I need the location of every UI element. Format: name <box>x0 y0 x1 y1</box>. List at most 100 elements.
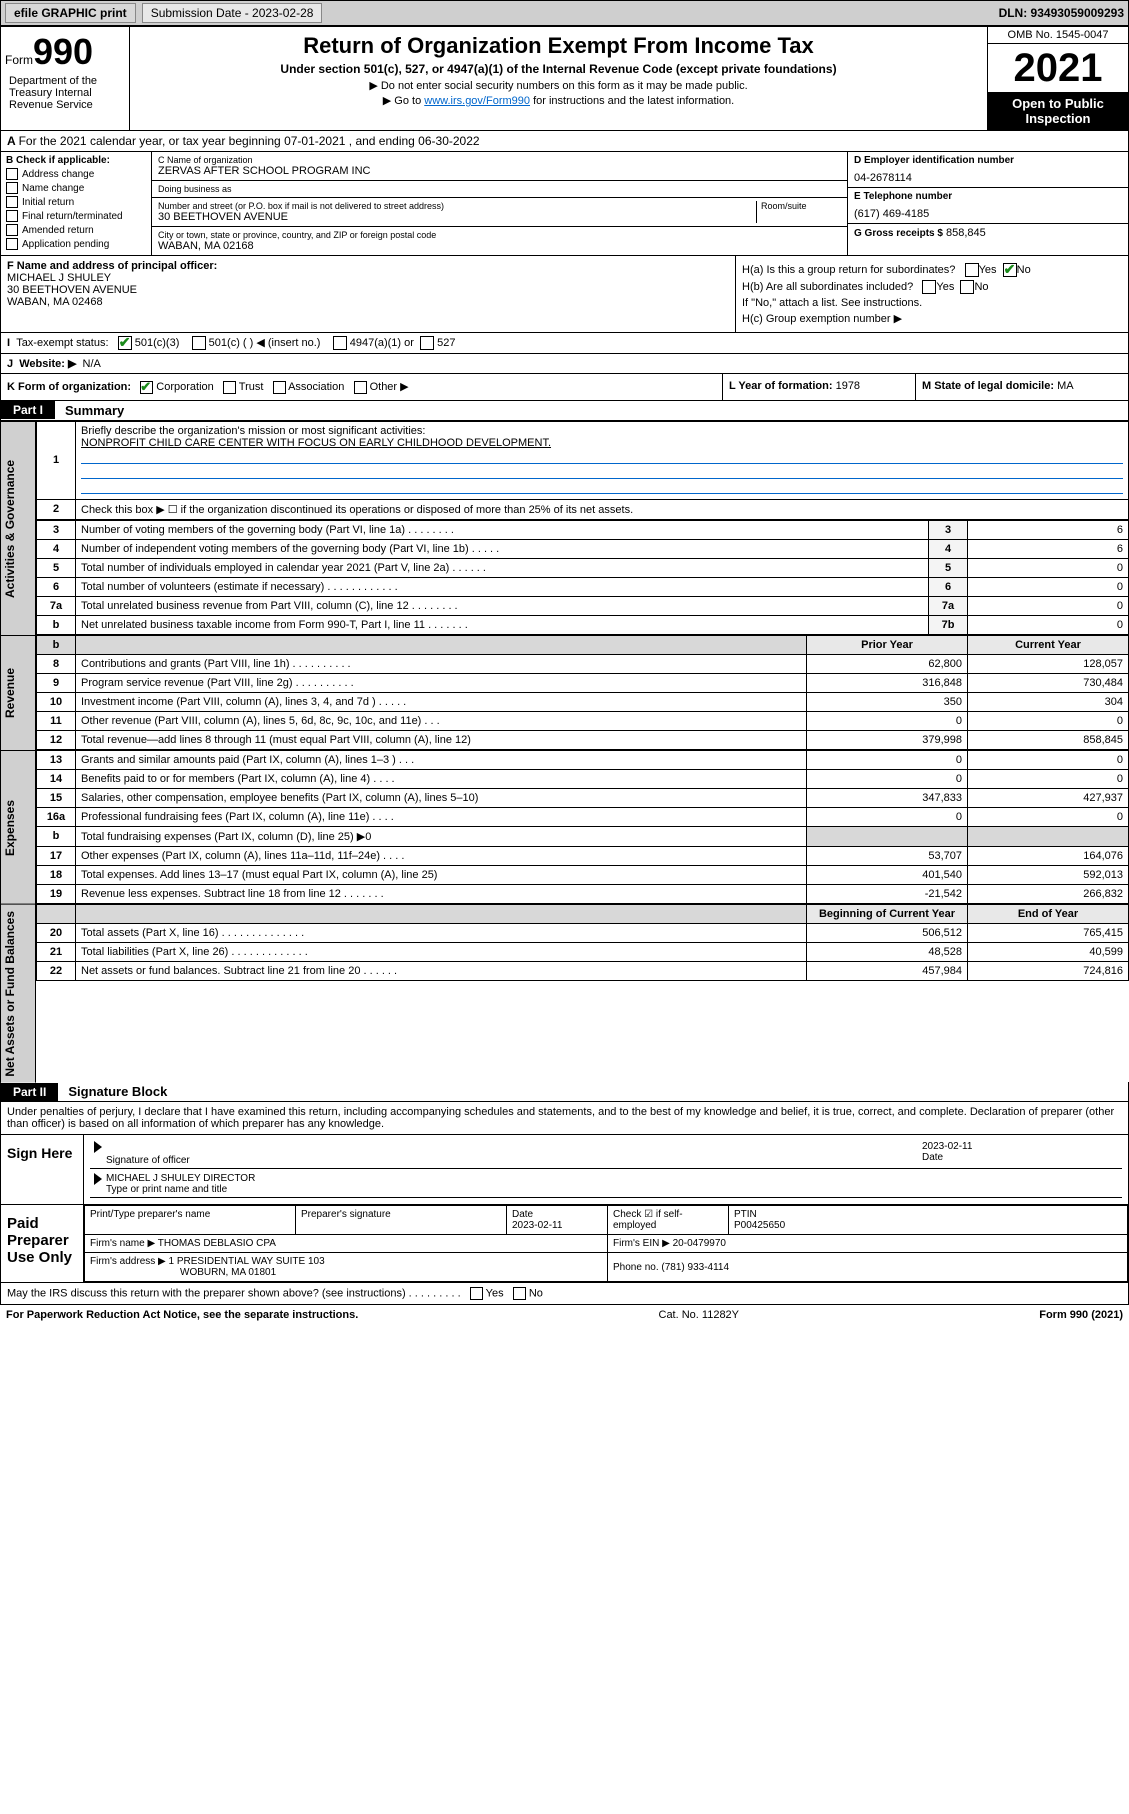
arrow-icon <box>94 1141 102 1153</box>
omb-number: OMB No. 1545-0047 <box>988 27 1128 44</box>
lbl-other: Other ▶ <box>370 381 409 393</box>
cb-app-pending[interactable] <box>6 238 18 250</box>
expense-row: 13Grants and similar amounts paid (Part … <box>37 750 1129 769</box>
netasset-row: 20Total assets (Part X, line 16) . . . .… <box>37 923 1129 942</box>
hdr-curr: Current Year <box>968 635 1129 654</box>
officer-city: WABAN, MA 02468 <box>7 296 729 308</box>
vlabel-expenses: Expenses <box>0 750 36 904</box>
tax-year: 2021 <box>988 44 1128 92</box>
year-box: OMB No. 1545-0047 2021 Open to Public In… <box>987 27 1128 130</box>
part2-header: Part II Signature Block <box>0 1082 1129 1102</box>
section-fh: F Name and address of principal officer:… <box>0 256 1129 333</box>
form-label: Form <box>5 53 33 67</box>
cb-501c3[interactable] <box>118 336 132 350</box>
discuss-text: May the IRS discuss this return with the… <box>7 1288 461 1300</box>
part2-title: Signature Block <box>58 1082 177 1101</box>
part1-title: Summary <box>55 401 134 420</box>
vlabel-revenue: Revenue <box>0 635 36 750</box>
lbl-527: 527 <box>437 337 455 349</box>
discuss-yes[interactable] <box>470 1287 483 1300</box>
discuss-no[interactable] <box>513 1287 526 1300</box>
instructions-link[interactable]: www.irs.gov/Form990 <box>424 95 530 107</box>
cb-amended[interactable] <box>6 224 18 236</box>
prep-sig-lbl: Preparer's signature <box>301 1209 501 1220</box>
cb-trust[interactable] <box>223 381 236 394</box>
org-name: ZERVAS AFTER SCHOOL PROGRAM INC <box>158 165 841 177</box>
line-a: A For the 2021 calendar year, or tax yea… <box>0 131 1129 152</box>
preparer-table: Print/Type preparer's name Preparer's si… <box>84 1205 1128 1282</box>
phone-label: E Telephone number <box>854 191 1122 202</box>
f-label: F Name and address of principal officer: <box>7 260 729 272</box>
expense-row: 16aProfessional fundraising fees (Part I… <box>37 807 1129 826</box>
room-label: Room/suite <box>761 201 841 211</box>
ha-no[interactable] <box>1003 263 1017 277</box>
summary-row: 6Total number of volunteers (estimate if… <box>37 577 1129 596</box>
ein-value: 04-2678114 <box>854 166 1122 184</box>
l2-text: Check this box ▶ ☐ if the organization d… <box>76 499 1129 519</box>
b-title: B Check if applicable: <box>6 155 146 166</box>
expense-row: 14Benefits paid to or for members (Part … <box>37 769 1129 788</box>
expenses-section: Expenses 13Grants and similar amounts pa… <box>0 750 1129 904</box>
hb-no-lbl: No <box>974 281 988 293</box>
gross-value: 858,845 <box>946 227 986 239</box>
footer-cat: Cat. No. 11282Y <box>358 1309 1039 1321</box>
cb-address-change[interactable] <box>6 168 18 180</box>
sig-officer-lbl: Signature of officer <box>106 1155 922 1166</box>
dln: DLN: 93493059009293 <box>999 6 1124 20</box>
col-b: B Check if applicable: Address change Na… <box>1 152 152 255</box>
summary-row: 4Number of independent voting members of… <box>37 539 1129 558</box>
cb-527[interactable] <box>420 336 434 350</box>
hdr-end: End of Year <box>968 904 1129 923</box>
hb-yes[interactable] <box>922 280 936 294</box>
cb-4947[interactable] <box>333 336 347 350</box>
goto-suffix: for instructions and the latest informat… <box>530 95 734 107</box>
group-return: H(a) Is this a group return for subordin… <box>735 256 1128 332</box>
city-value: WABAN, MA 02168 <box>158 240 841 252</box>
cb-final-return[interactable] <box>6 210 18 222</box>
footer-right: Form 990 (2021) <box>1039 1309 1123 1321</box>
prep-phone: (781) 933-4114 <box>661 1262 729 1273</box>
lbl-assoc: Association <box>288 381 344 393</box>
ein-label: D Employer identification number <box>854 155 1122 166</box>
ha-yes[interactable] <box>965 263 979 277</box>
cb-corp[interactable] <box>140 381 153 394</box>
lbl-initial-return: Initial return <box>22 197 74 208</box>
cb-name-change[interactable] <box>6 182 18 194</box>
summary-row: 3Number of voting members of the governi… <box>37 520 1129 539</box>
lbl-amended: Amended return <box>22 225 94 236</box>
sign-here-label: Sign Here <box>1 1135 84 1204</box>
expenses-table: 13Grants and similar amounts paid (Part … <box>36 750 1129 904</box>
hb-no[interactable] <box>960 280 974 294</box>
cb-other[interactable] <box>354 381 367 394</box>
goto-prefix: ▶ Go to <box>383 95 424 107</box>
street-value: 30 BEETHOVEN AVENUE <box>158 211 756 223</box>
lbl-corp: Corporation <box>156 381 213 393</box>
year-formation: 1978 <box>836 380 860 392</box>
dept-label: Department of the Treasury Internal Reve… <box>5 73 125 113</box>
mission-text: NONPROFIT CHILD CARE CENTER WITH FOCUS O… <box>81 437 1123 449</box>
revenue-row: 11Other revenue (Part VIII, column (A), … <box>37 711 1129 730</box>
form-number: 990 <box>33 31 93 72</box>
cb-initial-return[interactable] <box>6 196 18 208</box>
summary-row: 7aTotal unrelated business revenue from … <box>37 596 1129 615</box>
type-name-lbl: Type or print name and title <box>106 1184 1122 1195</box>
footer-left: For Paperwork Reduction Act Notice, see … <box>6 1309 358 1321</box>
activities-section: Activities & Governance 1 Briefly descri… <box>0 421 1129 635</box>
l-label: L Year of formation: <box>729 380 833 392</box>
netassets-table: Beginning of Current YearEnd of Year 20T… <box>36 904 1129 981</box>
netassets-section: Net Assets or Fund Balances Beginning of… <box>0 904 1129 1083</box>
cb-501c[interactable] <box>192 336 206 350</box>
expense-row: 19Revenue less expenses. Subtract line 1… <box>37 884 1129 903</box>
expense-row: 18Total expenses. Add lines 13–17 (must … <box>37 865 1129 884</box>
row-k: K Form of organization: Corporation Trus… <box>0 374 1129 401</box>
hb-label: H(b) Are all subordinates included? <box>742 281 913 293</box>
efile-print-btn[interactable]: efile GRAPHIC print <box>5 3 136 23</box>
netasset-row: 21Total liabilities (Part X, line 26) . … <box>37 942 1129 961</box>
hdr-begin: Beginning of Current Year <box>807 904 968 923</box>
ptin: P00425650 <box>734 1220 1122 1231</box>
hdr-prior: Prior Year <box>807 635 968 654</box>
part2-badge: Part II <box>1 1083 58 1101</box>
cb-assoc[interactable] <box>273 381 286 394</box>
summary-row: 5Total number of individuals employed in… <box>37 558 1129 577</box>
line-a-text: For the 2021 calendar year, or tax year … <box>19 134 480 148</box>
